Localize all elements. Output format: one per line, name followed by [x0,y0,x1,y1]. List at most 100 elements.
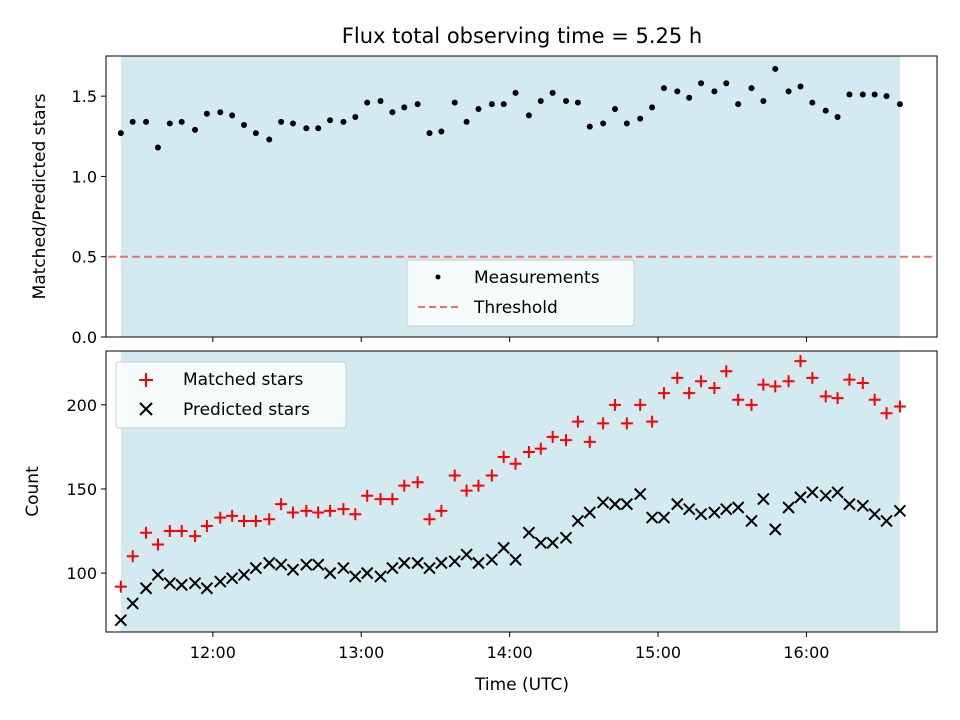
predicted-star-point [386,561,399,575]
count-y-tick-label: 200 [66,396,97,415]
measurement-point [117,130,124,137]
ratio-y-tick-label: 1.0 [72,167,97,186]
predicted-star-point [225,571,239,585]
count-panel: 100 150 200 12:00 13:00 14:00 15:00 16:00 Count… [23,350,938,695]
predicted-star-point [634,487,647,501]
measurement-point [401,104,408,111]
measurement-point [698,80,705,87]
ratio-y-tick-label: 1.5 [72,87,97,106]
ratio-grid-ticks: 0.0 0.5 1.0 1.5 [72,87,807,347]
matched-star-point [126,550,139,563]
measurement-point [611,105,618,112]
matched-star-point [522,445,535,458]
measurements-legend-marker [435,274,441,280]
matched-star-point [349,508,362,521]
matched-star-point [423,513,436,526]
matched-star-point [226,509,239,522]
ratio-y-tick-label: 0.5 [72,248,97,267]
predicted-star-point [200,582,214,595]
matched-star-point [708,382,721,395]
count-x-tick-label: 16:00 [783,643,829,662]
measurement-point [637,115,644,122]
predicted-star-point [546,536,559,550]
predicted-star-point [237,568,251,581]
matched-star-point [411,476,424,489]
measurements-legend-label: Measurements [474,268,600,288]
matched-star-point [782,375,795,388]
measurement-point [438,128,445,135]
predicted-star-point [694,508,708,521]
matched-star-point [720,365,733,378]
count-legend: Matched stars Predicted stars [115,361,347,429]
matched-star-point [856,376,869,389]
measurement-point [451,99,458,106]
matched-star-point [868,393,881,406]
matched-star-point [683,387,696,400]
matched-star-point [448,469,461,482]
measurement-point [352,114,359,121]
ratio-legend-box [406,259,635,327]
matched-star-point [189,530,202,543]
measurement-point [772,65,779,72]
measurement-point [414,101,421,108]
matched-star-point [806,371,819,384]
measurement-point [512,89,519,96]
matched-star-point [583,435,596,448]
matched-star-point [214,511,227,524]
ratio-panel: 0.0 0.5 1.0 1.5 Matched/Predicted stars Mea… [30,55,938,347]
predicted-stars-series [114,486,907,627]
predicted-star-point [175,578,188,592]
predicted-star-point [620,497,634,511]
predicted-star-point [745,514,758,528]
count-legend-box [115,361,347,429]
matched-star-point [361,489,374,502]
matched-star-point [435,504,448,517]
predicted-star-point [300,558,313,571]
threshold-legend-label: Threshold [473,298,558,318]
predicted-star-point [263,556,276,570]
matched-star-point [831,392,844,405]
predicted-star-point [188,576,202,590]
measurement-point [797,83,804,90]
measurement-point [315,125,322,132]
measurement-point [166,120,173,127]
measurement-point [660,85,667,92]
matched-star-point [275,498,288,511]
matched-star-point [597,417,610,430]
measurement-point [340,118,347,125]
matched-star-point [337,503,350,516]
count-x-tick-label: 14:00 [487,643,533,662]
matched-legend-marker [139,373,153,387]
predicted-star-point [139,582,153,595]
measurement-point [241,122,248,129]
matched-star-point [893,400,906,413]
matched-star-point [300,504,313,517]
predicted-star-point [151,568,165,581]
measurement-point [475,105,482,112]
matched-star-point [286,506,299,519]
matched-star-point [819,390,832,403]
measurement-point [303,125,310,132]
predicted-star-point [311,558,325,571]
matched-star-point [263,513,276,526]
predicted-star-point [411,556,424,570]
matched-star-point [200,519,213,532]
predicted-star-point [286,563,300,576]
predicted-star-point [843,497,856,511]
count-y-axis-label: Count [23,466,43,517]
matched-star-point [249,514,262,527]
chart-title: Flux total observing time = 5.25 h [342,24,702,48]
predicted-star-point [806,486,819,499]
measurement-point [785,88,792,95]
measurement-point [822,107,829,114]
measurement-point [389,109,396,116]
matched-star-point [472,479,485,492]
matched-star-point [386,493,399,506]
predicted-star-point [868,508,881,521]
matched-star-point [695,375,708,388]
measurement-point [686,94,693,101]
predicted-star-point [534,536,547,550]
count-x-tick-label: 15:00 [635,643,681,662]
measurement-point [500,101,507,108]
predicted-star-point [398,556,411,570]
